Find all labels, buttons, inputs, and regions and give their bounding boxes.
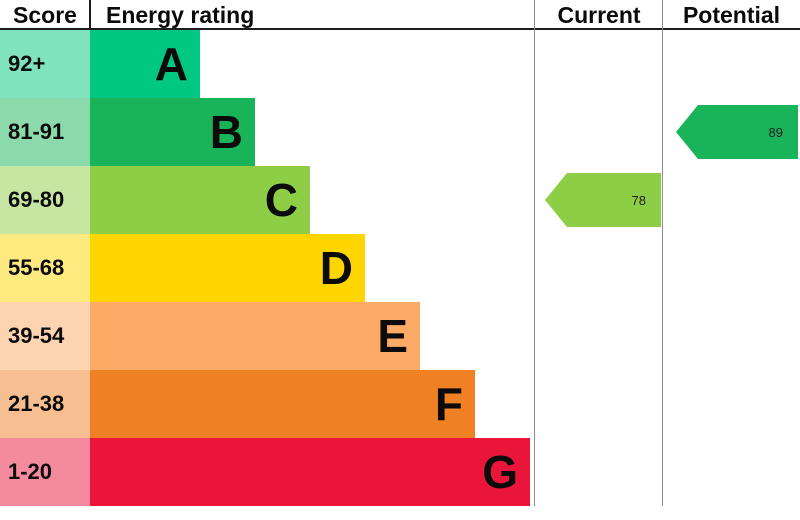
- current-rating-arrow: 78: [545, 173, 661, 227]
- rating-letter-d: D: [319, 242, 353, 294]
- score-range-f: 21-38: [0, 370, 90, 438]
- rating-bar-b: B: [90, 98, 255, 166]
- band-row-b: 81-91 B: [0, 98, 800, 166]
- score-header: Score: [13, 1, 77, 28]
- current-column-divider: [534, 0, 535, 506]
- band-row-g: 1-20 G: [0, 438, 800, 506]
- current-rating-value: 78: [631, 192, 646, 208]
- rating-letter-g: G: [482, 446, 518, 498]
- band-row-a: 92+ A: [0, 30, 800, 98]
- score-range-c: 69-80: [0, 166, 90, 234]
- potential-rating-arrow: 89: [676, 105, 798, 159]
- band-row-c: 69-80 C: [0, 166, 800, 234]
- rating-bar-e: E: [90, 302, 420, 370]
- rating-bar-g: G: [90, 438, 530, 506]
- score-range-e: 39-54: [0, 302, 90, 370]
- score-range-d: 55-68: [0, 234, 90, 302]
- score-range-b: 81-91: [0, 98, 90, 166]
- rating-bar-f: F: [90, 370, 475, 438]
- band-row-d: 55-68 D: [0, 234, 800, 302]
- potential-rating-value: 89: [768, 124, 783, 140]
- score-column-divider: [89, 0, 91, 30]
- rating-bar-c: C: [90, 166, 310, 234]
- rating-letter-c: C: [264, 174, 298, 226]
- rating-letter-a: A: [154, 38, 188, 90]
- rating-bar-a: A: [90, 30, 200, 98]
- rating-bar-d: D: [90, 234, 365, 302]
- rating-letter-b: B: [209, 106, 243, 158]
- band-row-f: 21-38 F: [0, 370, 800, 438]
- potential-column-divider: [662, 0, 663, 506]
- score-range-g: 1-20: [0, 438, 90, 506]
- current-header: Current: [557, 1, 641, 28]
- energy-rating-header: Energy rating: [106, 1, 255, 28]
- header-divider-line: [0, 28, 800, 30]
- band-row-e: 39-54 E: [0, 302, 800, 370]
- score-range-a: 92+: [0, 30, 90, 98]
- rating-letter-e: E: [377, 310, 408, 362]
- rating-letter-f: F: [434, 378, 463, 430]
- potential-header: Potential: [682, 1, 781, 28]
